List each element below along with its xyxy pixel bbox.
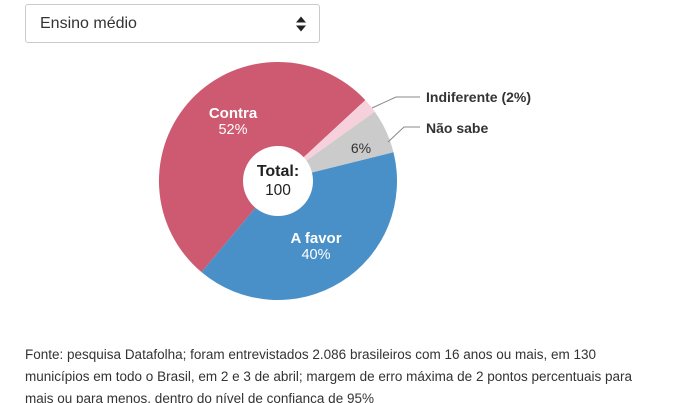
callout-indiferente: Indiferente (2%) [426,89,532,105]
arrow-down-icon [296,25,306,31]
education-level-select-value: Ensino médio [40,14,137,32]
pie-segment-a-favor [201,152,398,301]
donut-hole [243,146,313,216]
callout-nao-sabe: Não sabe [426,120,489,136]
leader-line-nao-sabe [387,126,420,143]
select-updown-arrows-icon [296,16,306,31]
education-level-select[interactable]: Ensino médio [25,4,320,43]
source-note: Fonte: pesquisa Datafolha; foram entrevi… [25,346,633,403]
leader-line-indiferente [371,96,420,109]
arrow-up-icon [296,16,306,22]
